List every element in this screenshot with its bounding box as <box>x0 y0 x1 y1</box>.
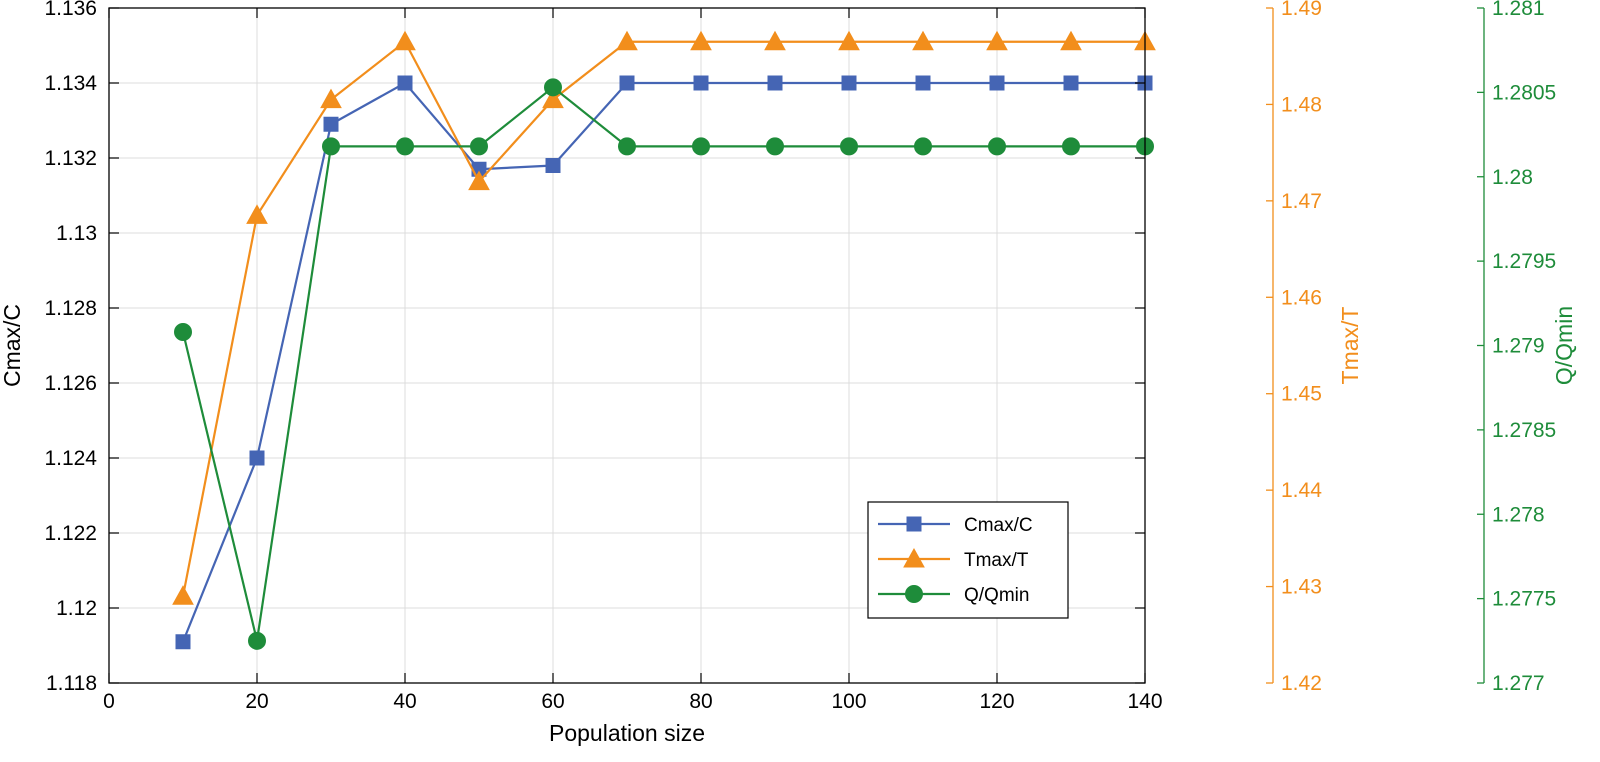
legend-marker <box>906 516 922 532</box>
data-point-Q/Qmin <box>692 137 710 156</box>
plot-frame <box>108 7 1146 684</box>
data-point-Cmax/C <box>1063 75 1079 91</box>
x-tick-label: 140 <box>1127 690 1162 713</box>
series-lines <box>172 30 1156 650</box>
x-tick-label: 0 <box>103 690 115 713</box>
data-point-Cmax/C <box>841 75 857 91</box>
data-point-Cmax/C <box>249 450 265 466</box>
data-point-Tmax/T <box>394 30 416 51</box>
x-axis-title: Population size <box>549 720 705 746</box>
right1-tick-label: 1.46 <box>1281 286 1322 309</box>
data-point-Tmax/T <box>690 30 712 51</box>
series-line-Q/Qmin <box>181 85 1145 642</box>
x-tick-label: 60 <box>541 690 564 713</box>
data-point-Tmax/T <box>320 88 342 109</box>
right2-tick-label: 1.2795 <box>1492 250 1556 273</box>
right2-tick-label: 1.279 <box>1492 335 1545 358</box>
right1-tick-label: 1.49 <box>1281 0 1322 20</box>
right1-tick-label: 1.44 <box>1281 479 1322 502</box>
legend-label: Cmax/C <box>964 515 1033 536</box>
x-tick-label: 80 <box>689 690 712 713</box>
data-point-Tmax/T <box>1060 30 1082 51</box>
data-point-Tmax/T <box>616 30 638 51</box>
x-tick-label: 120 <box>979 690 1014 713</box>
right1-tick-label: 1.48 <box>1281 93 1322 116</box>
right2-tick-label: 1.277 <box>1492 672 1545 695</box>
data-point-Tmax/T <box>542 88 564 109</box>
data-point-Q/Qmin <box>470 137 488 156</box>
y-left-tick-label: 1.12 <box>56 597 97 620</box>
data-point-Tmax/T <box>912 30 934 51</box>
legend-marker <box>905 585 923 603</box>
right2-tick-label: 1.2785 <box>1492 419 1556 442</box>
data-point-Tmax/T <box>468 170 490 191</box>
y-left-tick-label: 1.132 <box>44 147 97 170</box>
legend-label: Q/Qmin <box>964 585 1029 606</box>
right2-axis-title: Q/Qmin <box>1551 306 1577 385</box>
series-line-Cmax/C <box>181 81 1145 643</box>
right1-tick-label: 1.47 <box>1281 190 1322 213</box>
y-left-tick-label: 1.124 <box>44 447 97 470</box>
data-point-Tmax/T <box>246 204 268 224</box>
data-point-Q/Qmin <box>618 137 636 156</box>
data-point-Tmax/T <box>764 30 786 51</box>
legend: Cmax/C Tmax/T Q/Qmin <box>867 501 1069 619</box>
data-point-Cmax/C <box>767 75 783 91</box>
axes-layer: 0 20 40 60 80 100 120 140 Population size 1.118 1.… <box>0 0 1577 746</box>
right1-tick-label: 1.43 <box>1281 576 1322 599</box>
data-point-Q/Qmin <box>988 137 1006 156</box>
data-point-Cmax/C <box>397 75 413 91</box>
y-left-tick-label: 1.134 <box>44 72 97 95</box>
data-point-Cmax/C <box>989 75 1005 91</box>
x-tick-label: 100 <box>831 690 866 713</box>
right2-tick-label: 1.2775 <box>1492 588 1556 611</box>
data-point-Tmax/T <box>986 30 1008 51</box>
right1-tick-label: 1.45 <box>1281 383 1322 406</box>
data-point-Q/Qmin <box>840 137 858 156</box>
y-left-tick-label: 1.136 <box>44 0 97 20</box>
data-point-Q/Qmin <box>914 137 932 156</box>
data-point-Cmax/C <box>175 634 191 650</box>
legend-marker <box>903 547 925 568</box>
x-tick-label: 40 <box>393 690 416 713</box>
data-point-Cmax/C <box>915 75 931 91</box>
right2-tick-label: 1.278 <box>1492 503 1545 526</box>
data-point-Tmax/T <box>172 585 194 605</box>
legend-label: Tmax/T <box>964 550 1029 571</box>
series-line-Tmax/T <box>181 40 1145 597</box>
data-point-Q/Qmin <box>766 137 784 156</box>
data-point-Cmax/C <box>619 75 635 91</box>
x-tick-label: 20 <box>245 690 268 713</box>
data-point-Q/Qmin <box>396 137 414 156</box>
y-left-axis-title: Cmax/C <box>0 304 25 387</box>
data-point-Cmax/C <box>545 158 561 173</box>
data-point-Cmax/C <box>693 75 709 91</box>
y-left-tick-label: 1.128 <box>44 297 97 320</box>
right2-tick-label: 1.2805 <box>1492 81 1556 104</box>
data-point-Q/Qmin <box>322 137 340 156</box>
data-point-Q/Qmin <box>248 631 266 650</box>
right2-tick-label: 1.28 <box>1492 166 1533 189</box>
y-left-tick-label: 1.118 <box>46 672 97 695</box>
right2-tick-label: 1.281 <box>1492 0 1545 20</box>
y-left-tick-label: 1.122 <box>44 522 97 545</box>
right1-tick-label: 1.42 <box>1281 672 1322 695</box>
data-point-Tmax/T <box>838 30 860 51</box>
data-point-Q/Qmin <box>1062 137 1080 156</box>
y-left-tick-label: 1.13 <box>56 222 97 245</box>
data-point-Cmax/C <box>323 116 339 132</box>
y-left-tick-label: 1.126 <box>44 372 97 395</box>
data-point-Q/Qmin <box>544 78 562 97</box>
data-point-Q/Qmin <box>174 323 192 341</box>
right1-axis-title: Tmax/T <box>1337 307 1363 385</box>
